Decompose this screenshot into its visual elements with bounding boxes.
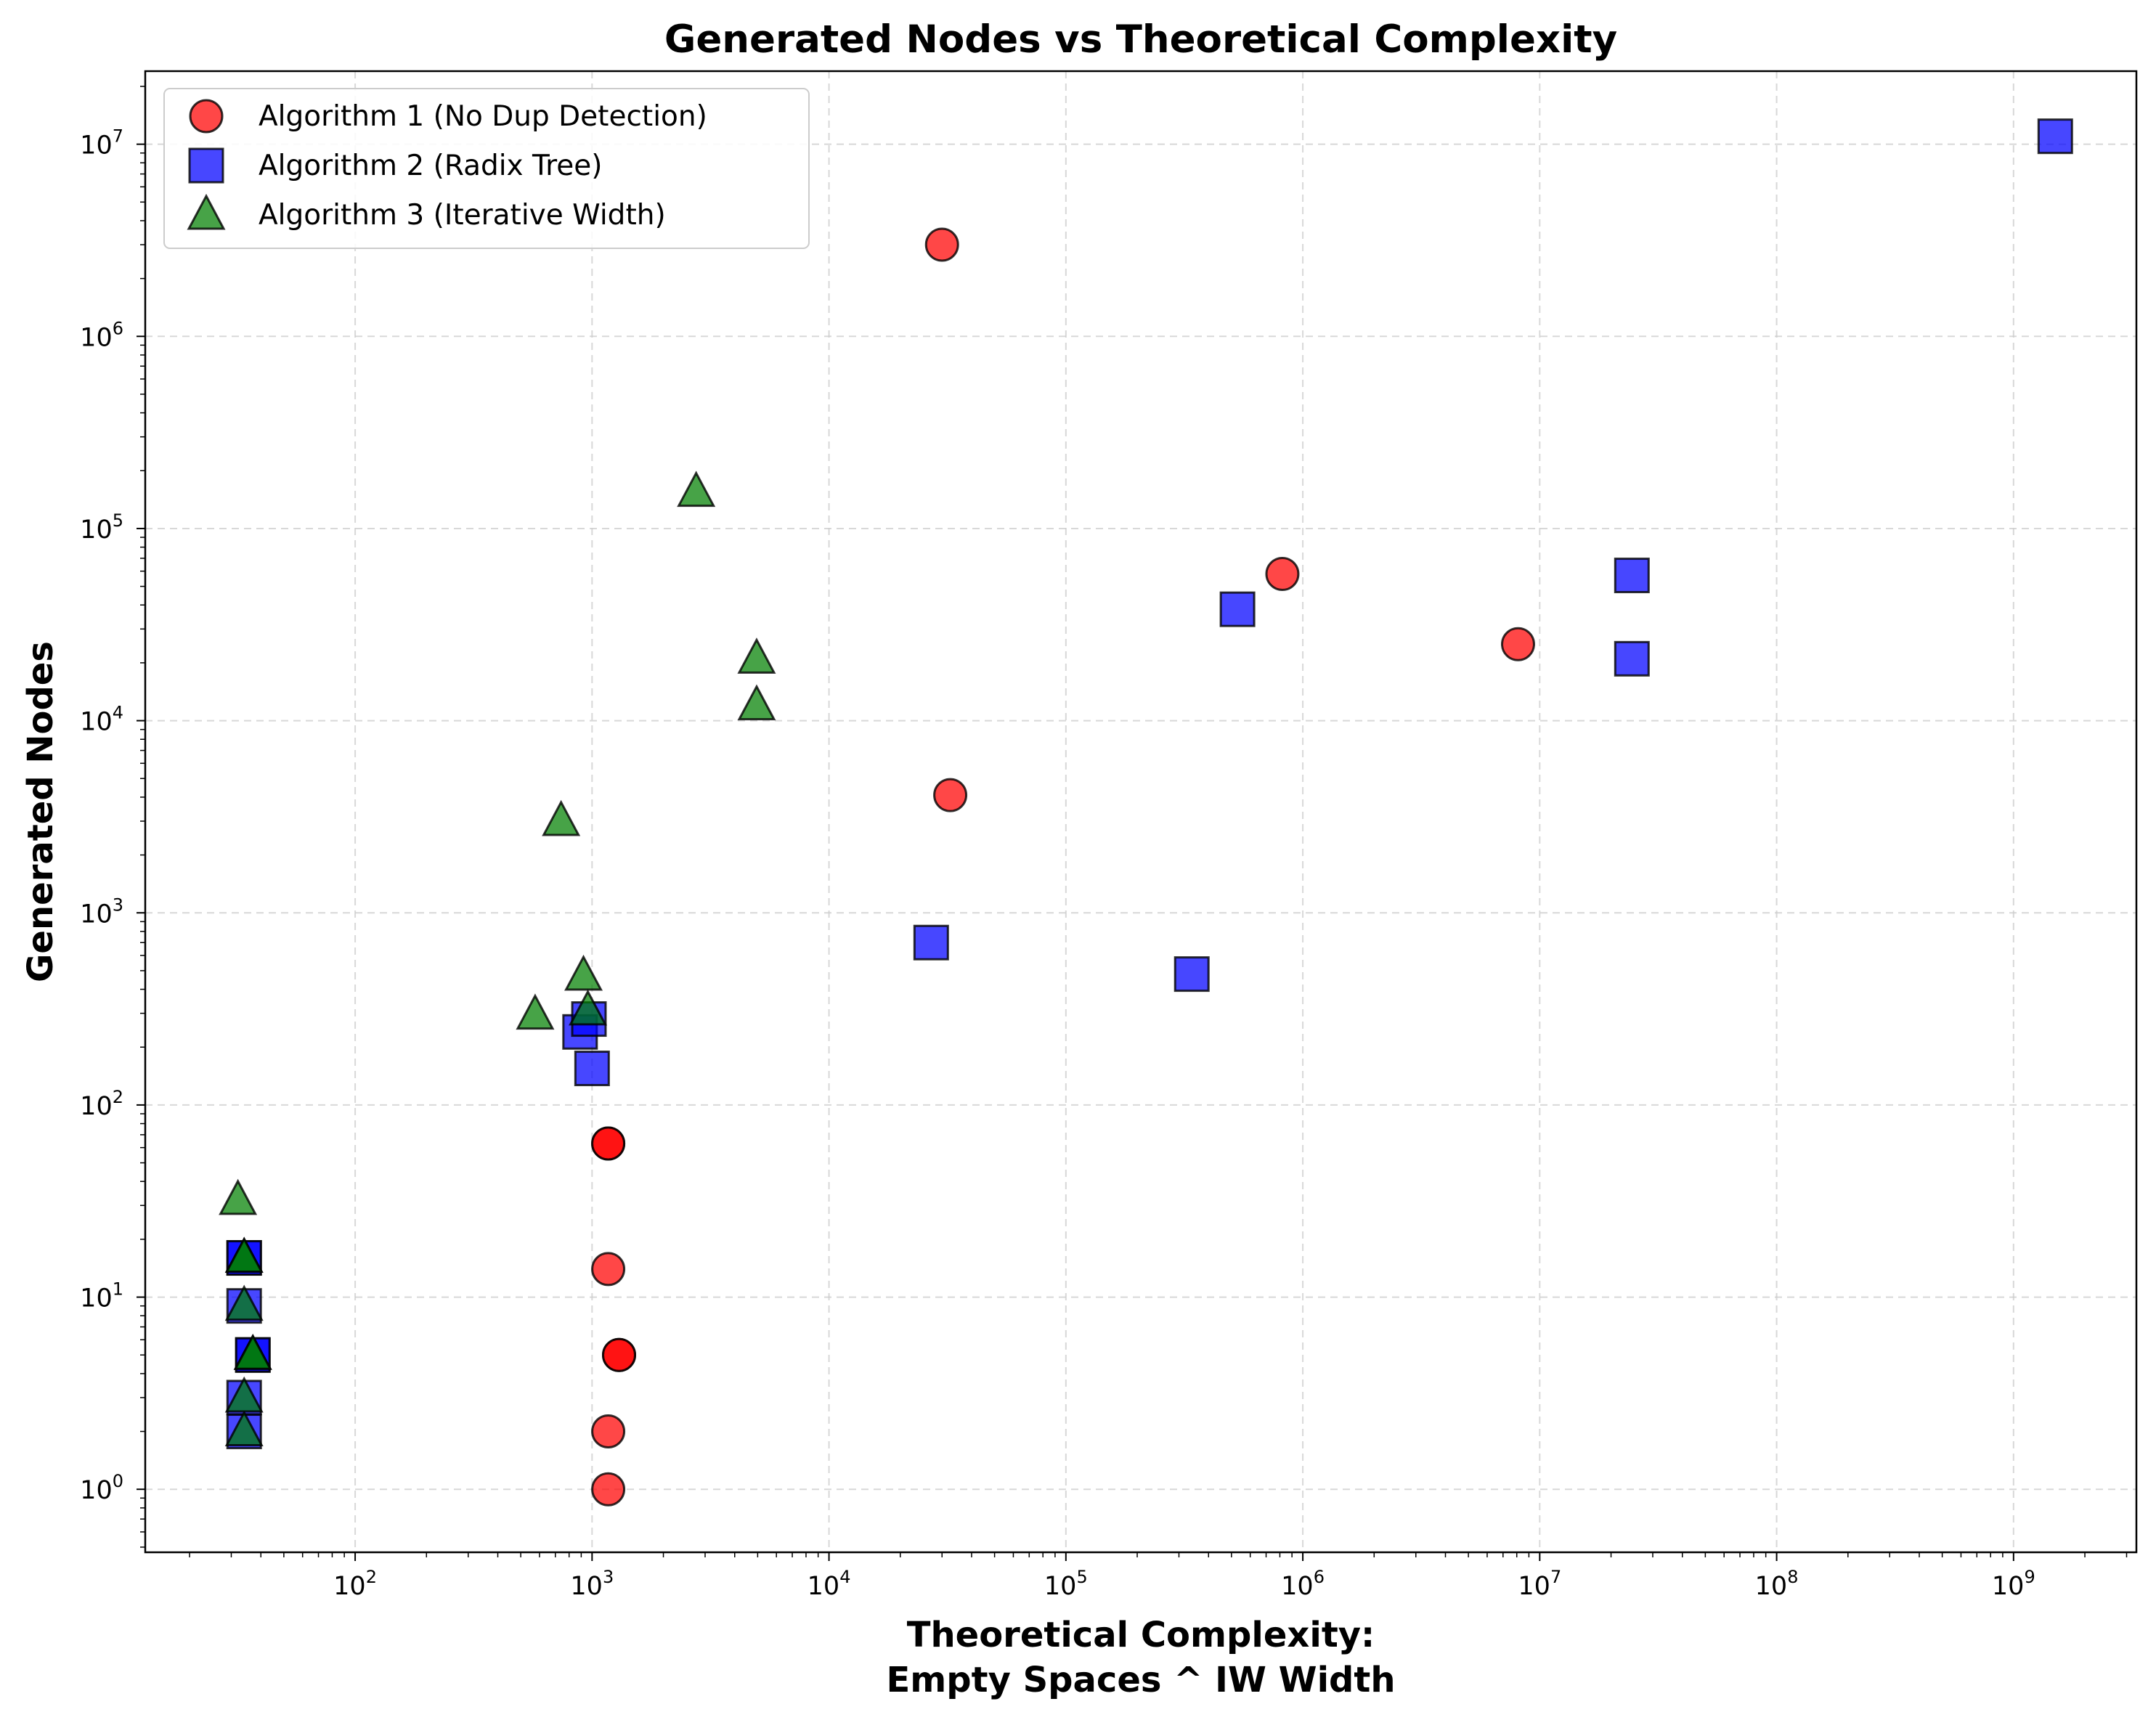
circle-point: [591, 1126, 626, 1161]
grid-lines: [145, 71, 2136, 1552]
circle-point: [591, 1414, 626, 1449]
legend-entry-3: Algorithm 3 (Iterative Width): [259, 199, 666, 232]
x-tick-label: 105: [1044, 1567, 1088, 1601]
circle-point: [1265, 557, 1300, 592]
legend-triangle-icon: [187, 193, 226, 230]
legend-circle-icon: [189, 99, 224, 134]
x-axis-label-line1: Theoretical Complexity:: [907, 1615, 1375, 1655]
triangle-point: [737, 684, 776, 721]
x-tick-label: 107: [1518, 1567, 1561, 1601]
triangle-point: [564, 954, 603, 991]
data-points: [219, 118, 2073, 1507]
x-tick-label: 106: [1281, 1567, 1325, 1601]
square-point: [1173, 956, 1210, 993]
x-tick-label: 102: [333, 1567, 377, 1601]
legend-box: [163, 88, 810, 249]
x-tick-label: 109: [1992, 1567, 2035, 1601]
axis-ticks: 102 103 104 105 106 107 108 109 100 101 102 103 104 1…: [80, 86, 2128, 1601]
x-tick-label: 104: [808, 1567, 851, 1601]
x-axis-label-line2: Empty Spaces ^ IW Width: [886, 1660, 1395, 1700]
legend-entry-2: Algorithm 2 (Radix Tree): [259, 150, 603, 182]
y-tick-label: 104: [80, 703, 123, 737]
circle-point: [602, 1337, 637, 1372]
triangle-point: [569, 989, 608, 1026]
y-tick-label: 102: [80, 1087, 123, 1121]
legend-entry-1: Algorithm 1 (No Dup Detection): [259, 100, 707, 133]
triangle-point: [224, 1410, 264, 1447]
triangle-point: [224, 1236, 264, 1273]
chart-title: Generated Nodes vs Theoretical Complexit…: [664, 17, 1617, 62]
triangle-point: [219, 1178, 258, 1215]
legend: Algorithm 1 (No Dup Detection) Algorithm …: [163, 88, 810, 249]
y-tick-label: 100: [80, 1471, 123, 1505]
square-point: [1614, 558, 1650, 594]
triangle-point: [516, 993, 555, 1030]
y-axis-label: Generated Nodes: [20, 641, 61, 982]
circle-point: [1500, 627, 1535, 661]
series-1: [591, 227, 1535, 1507]
triangle-point: [737, 637, 776, 674]
square-point: [1219, 591, 1256, 627]
triangle-point: [224, 1376, 264, 1413]
triangle-point: [224, 1284, 264, 1321]
series-2: [226, 118, 2073, 1450]
x-tick-label: 103: [570, 1567, 614, 1601]
circle-point: [924, 227, 959, 262]
square-point: [574, 1051, 610, 1087]
circle-point: [933, 778, 968, 812]
circle-point: [591, 1252, 626, 1287]
x-tick-label: 108: [1755, 1567, 1799, 1601]
y-tick-label: 105: [80, 510, 123, 545]
square-point: [1614, 640, 1650, 677]
square-point: [2037, 118, 2073, 155]
circle-point: [591, 1472, 626, 1507]
y-tick-label: 107: [80, 126, 123, 160]
square-point: [913, 924, 949, 961]
y-tick-label: 101: [80, 1279, 123, 1313]
series-3: [219, 470, 776, 1447]
y-tick-label: 103: [80, 894, 123, 929]
triangle-point: [233, 1334, 272, 1370]
legend-square-icon: [188, 147, 224, 184]
y-tick-label: 106: [80, 318, 123, 352]
triangle-point: [677, 470, 716, 508]
triangle-point: [542, 799, 581, 836]
plot-area-frame: [144, 70, 2138, 1554]
